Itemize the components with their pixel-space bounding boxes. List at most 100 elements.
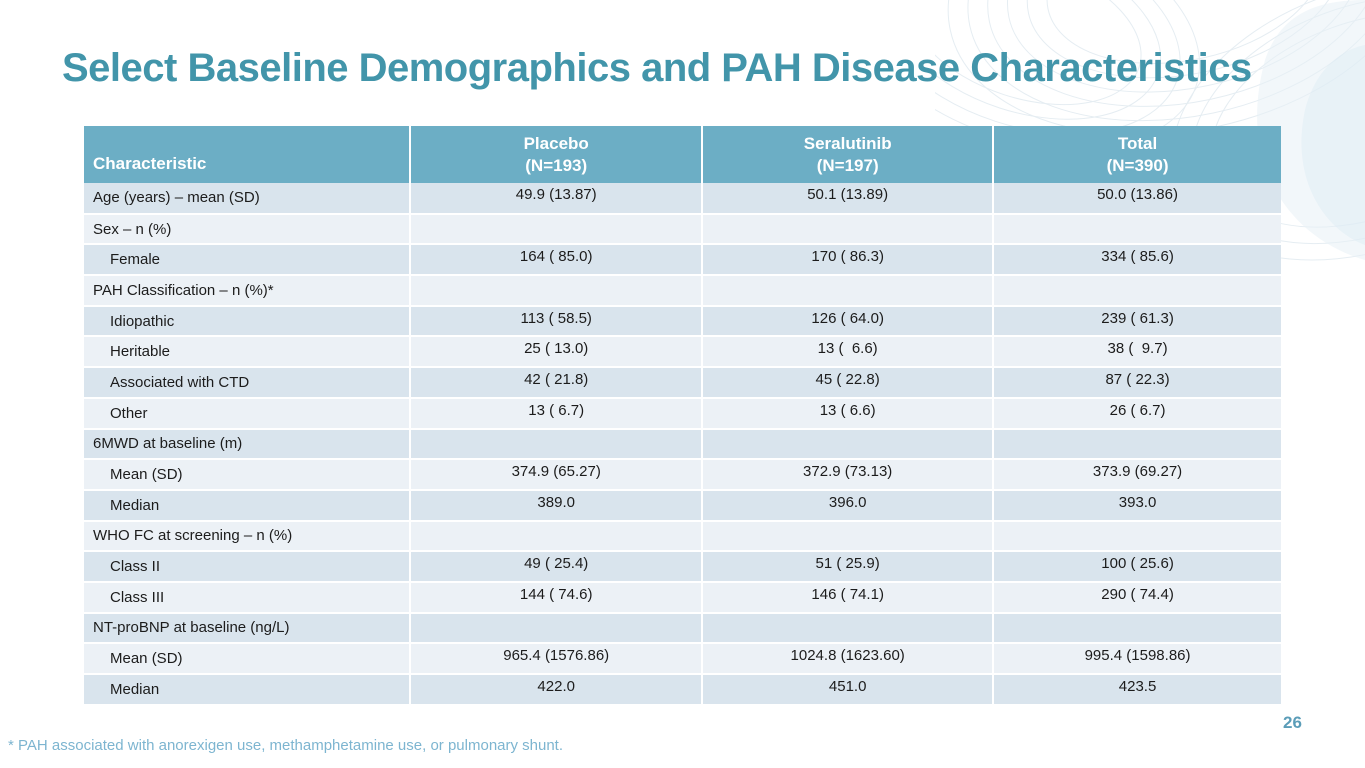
row-value: 100 ( 25.6) [993,551,1281,583]
row-label: Class II [84,551,412,583]
row-label: Heritable [84,336,412,369]
row-label: Mean (SD) [84,459,412,491]
row-label: NT-proBNP at baseline (ng/L) [84,612,412,645]
row-value [993,213,1281,246]
row-value: 995.4 (1598.86) [993,643,1281,675]
row-value: 87 ( 22.3) [993,367,1281,399]
table-row: Sex – n (%) [84,213,1281,246]
row-label: Class III [84,581,412,614]
row-value: 423.5 [993,674,1281,706]
header-placebo: Placebo (N=193) [410,126,704,183]
table-row: Median 389.0 396.0 393.0 [84,489,1281,522]
row-value: 451.0 [702,674,995,706]
row-value: 13 ( 6.7) [410,397,704,430]
row-label: Other [84,397,412,430]
row-value [993,275,1281,307]
row-value: 422.0 [410,674,704,706]
table-row: Class II 49 ( 25.4) 51 ( 25.9) 100 ( 25.6) [84,551,1281,583]
row-value: 164 ( 85.0) [410,244,704,277]
header-characteristic: Characteristic [84,126,412,183]
row-label: 6MWD at baseline (m) [84,428,412,461]
row-value: 146 ( 74.1) [702,581,995,614]
demographics-table: Characteristic Placebo (N=193) Seralutin… [84,126,1281,706]
row-value: 239 ( 61.3) [993,305,1281,338]
row-label: Idiopathic [84,305,412,338]
row-value [410,520,704,553]
table-row: Class III 144 ( 74.6) 146 ( 74.1) 290 ( 74.… [84,581,1281,614]
table-row: Age (years) – mean (SD) 49.9 (13.87) 50.1 … [84,183,1281,215]
row-label: Age (years) – mean (SD) [84,183,412,215]
row-value: 393.0 [993,489,1281,522]
table-row: Mean (SD) 965.4 (1576.86) 1024.8 (1623.60)… [84,643,1281,675]
header-placebo-n: (N=193) [525,155,588,175]
row-value: 290 ( 74.4) [993,581,1281,614]
row-value: 965.4 (1576.86) [410,643,704,675]
row-value: 13 ( 6.6) [702,397,995,430]
row-label: Median [84,489,412,522]
row-value: 50.0 (13.86) [993,183,1281,215]
row-value: 396.0 [702,489,995,522]
row-value: 42 ( 21.8) [410,367,704,399]
row-value: 144 ( 74.6) [410,581,704,614]
row-value: 26 ( 6.7) [993,397,1281,430]
row-value [702,612,995,645]
header-placebo-name: Placebo [523,134,589,154]
table-row: Heritable 25 ( 13.0) 13 ( 6.6) 38 ( 9.7) [84,336,1281,369]
row-label: Sex – n (%) [84,213,412,246]
table-row: Associated with CTD 42 ( 21.8) 45 ( 22.8) 8… [84,367,1281,399]
row-value: 389.0 [410,489,704,522]
row-value [410,275,704,307]
row-value [993,520,1281,553]
row-value: 49 ( 25.4) [410,551,704,583]
header-total: Total (N=390) [993,126,1281,183]
header-total-n: (N=390) [1106,155,1169,175]
table-row: Median 422.0 451.0 423.5 [84,674,1281,706]
row-value: 334 ( 85.6) [993,244,1281,277]
row-value: 50.1 (13.89) [702,183,995,215]
row-label: WHO FC at screening – n (%) [84,520,412,553]
header-total-name: Total [1117,134,1158,154]
table-row: NT-proBNP at baseline (ng/L) [84,612,1281,645]
table-header: Characteristic Placebo (N=193) Seralutin… [84,126,1281,183]
header-seralutinib-name: Seralutinib [803,134,892,154]
table-row: Female 164 ( 85.0) 170 ( 86.3) 334 ( 85.6) [84,244,1281,277]
row-label: PAH Classification – n (%)* [84,275,412,307]
header-seralutinib: Seralutinib (N=197) [702,126,995,183]
page-number: 26 [1283,713,1302,732]
row-value: 25 ( 13.0) [410,336,704,369]
table-row: Other 13 ( 6.7) 13 ( 6.6) 26 ( 6.7) [84,397,1281,430]
footnote: * PAH associated with anorexigen use, me… [8,737,564,754]
row-value [702,428,995,461]
row-value: 13 ( 6.6) [702,336,995,369]
row-value: 38 ( 9.7) [993,336,1281,369]
row-label: Female [84,244,412,277]
table-row: Mean (SD) 374.9 (65.27) 372.9 (73.13) 373.9… [84,459,1281,491]
row-value [702,275,995,307]
row-value [410,612,704,645]
row-value: 126 ( 64.0) [702,305,995,338]
table-body: Age (years) – mean (SD) 49.9 (13.87) 50.1 … [84,183,1281,706]
row-value: 374.9 (65.27) [410,459,704,491]
row-value [702,213,995,246]
row-label: Median [84,674,412,706]
row-value [410,428,704,461]
header-seralutinib-n: (N=197) [816,155,879,175]
row-value: 373.9 (69.27) [993,459,1281,491]
row-value: 372.9 (73.13) [702,459,995,491]
row-value [702,520,995,553]
row-value [410,213,704,246]
row-value: 49.9 (13.87) [410,183,704,215]
table-row: WHO FC at screening – n (%) [84,520,1281,553]
row-value [993,612,1281,645]
row-value [993,428,1281,461]
page-title: Select Baseline Demographics and PAH Dis… [62,46,1252,90]
row-label: Mean (SD) [84,643,412,675]
row-value: 1024.8 (1623.60) [702,643,995,675]
table-row: 6MWD at baseline (m) [84,428,1281,461]
row-value: 51 ( 25.9) [702,551,995,583]
row-value: 113 ( 58.5) [410,305,704,338]
row-value: 45 ( 22.8) [702,367,995,399]
row-value: 170 ( 86.3) [702,244,995,277]
table-row: PAH Classification – n (%)* [84,275,1281,307]
row-label: Associated with CTD [84,367,412,399]
